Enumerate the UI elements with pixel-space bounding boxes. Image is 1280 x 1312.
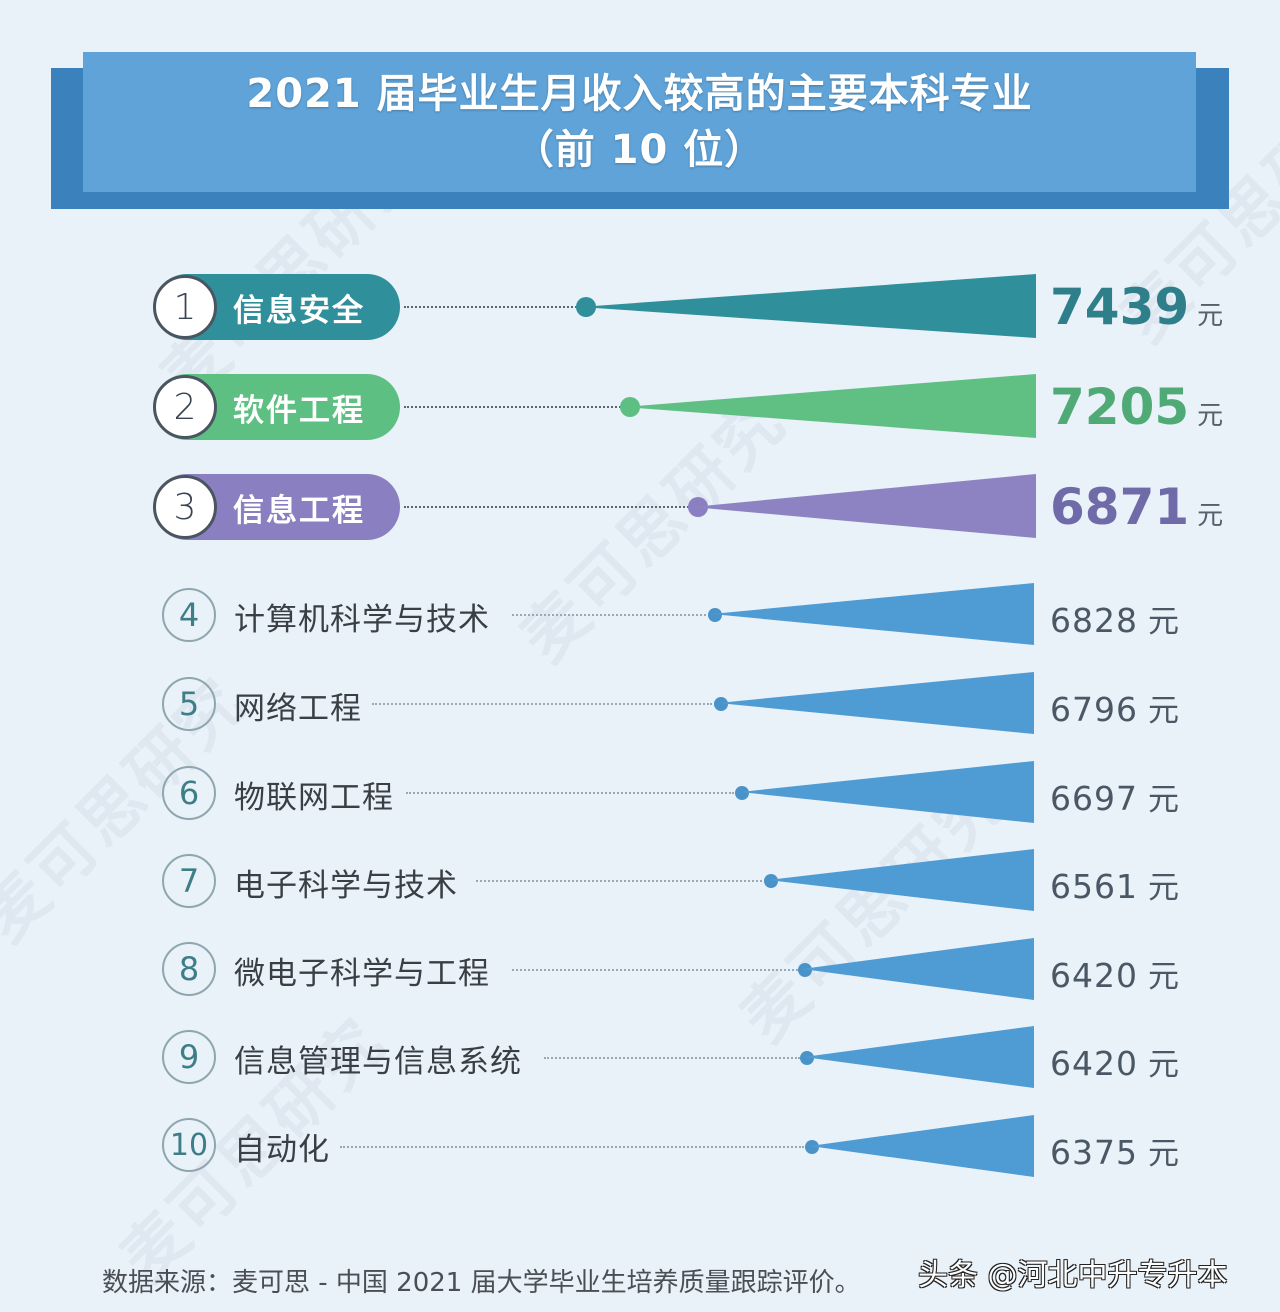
leader-line (372, 703, 712, 705)
value-number: 6561 (1050, 867, 1138, 906)
rank-badge: 1 (153, 275, 217, 339)
value-number: 6420 (1050, 956, 1138, 995)
major-label: 信息管理与信息系统 (234, 1044, 522, 1080)
rank-pill-3: 3 信息工程 (153, 474, 400, 540)
value-unit: 元 (1147, 870, 1179, 906)
major-label: 信息安全 (233, 292, 365, 329)
wedge-tip-dot (735, 786, 749, 800)
major-label: 自动化 (234, 1132, 330, 1168)
rank-badge: 2 (153, 375, 217, 439)
chart-title: 2021 届毕业生月收入较高的主要本科专业 (246, 71, 1033, 117)
rank-badge: 3 (153, 475, 217, 539)
value-wedge (768, 849, 1034, 911)
rank-badge: 9 (162, 1030, 216, 1084)
value-wedge (580, 274, 1036, 338)
wedge-tip-dot (800, 1051, 814, 1065)
value-wedge (740, 761, 1034, 823)
leader-line (544, 1057, 800, 1059)
leader-line (476, 880, 762, 882)
value-number: 6828 (1050, 601, 1138, 640)
value-wedge (692, 474, 1036, 538)
value-label: 7439 元 (1050, 278, 1223, 336)
author-credit: 头条 @河北中升专升本 (918, 1258, 1228, 1293)
value-wedge (810, 1115, 1034, 1177)
value-label: 6871 元 (1050, 478, 1223, 536)
value-wedge (712, 583, 1034, 645)
value-unit: 元 (1147, 693, 1179, 729)
value-label: 7205 元 (1050, 378, 1223, 436)
data-source-note: 数据来源：麦可思 - 中国 2021 届大学毕业生培养质量跟踪评价。 (102, 1268, 861, 1298)
value-label: 6796 元 (1050, 685, 1179, 730)
rank-badge: 6 (162, 766, 216, 820)
value-unit: 元 (1147, 782, 1179, 818)
value-unit: 元 (1197, 301, 1224, 331)
value-number: 7439 (1050, 278, 1190, 336)
value-number: 6375 (1050, 1133, 1138, 1172)
leader-line (512, 969, 798, 971)
leader-line (404, 506, 692, 508)
rank-pill-1: 1 信息安全 (153, 274, 400, 340)
value-number: 6796 (1050, 690, 1138, 729)
value-wedge (624, 374, 1036, 438)
rank-badge: 10 (162, 1118, 216, 1172)
major-label: 网络工程 (234, 691, 362, 727)
major-label: 软件工程 (233, 392, 365, 429)
value-number: 7205 (1050, 378, 1190, 436)
major-label: 计算机科学与技术 (234, 602, 490, 638)
major-label: 电子科学与技术 (234, 868, 458, 904)
value-unit: 元 (1147, 604, 1179, 640)
wedge-tip-dot (805, 1140, 819, 1154)
major-label: 微电子科学与工程 (234, 956, 490, 992)
leader-line (406, 792, 734, 794)
rank-badge: 7 (162, 854, 216, 908)
leader-line (340, 1146, 804, 1148)
value-label: 6420 元 (1050, 951, 1179, 996)
wedge-tip-dot (714, 697, 728, 711)
value-number: 6697 (1050, 779, 1138, 818)
value-unit: 元 (1197, 501, 1224, 531)
value-number: 6420 (1050, 1044, 1138, 1083)
leader-line (512, 614, 706, 616)
value-label: 6375 元 (1050, 1128, 1179, 1173)
value-number: 6871 (1050, 478, 1190, 536)
major-label: 信息工程 (233, 492, 365, 529)
wedge-tip-dot (708, 608, 722, 622)
rank-pill-2: 2 软件工程 (153, 374, 400, 440)
value-unit: 元 (1197, 401, 1224, 431)
value-unit: 元 (1147, 1047, 1179, 1083)
value-unit: 元 (1147, 959, 1179, 995)
wedge-tip-dot (798, 963, 812, 977)
value-label: 6561 元 (1050, 862, 1179, 907)
chart-subtitle: （前 10 位） (513, 127, 766, 173)
leader-line (404, 406, 624, 408)
rank-badge: 4 (162, 588, 216, 642)
value-wedge (718, 672, 1034, 734)
value-label: 6828 元 (1050, 596, 1179, 641)
rank-badge: 5 (162, 677, 216, 731)
value-unit: 元 (1147, 1136, 1179, 1172)
wedge-tip-dot (764, 874, 778, 888)
value-label: 6420 元 (1050, 1039, 1179, 1084)
rank-badge: 8 (162, 942, 216, 996)
value-label: 6697 元 (1050, 774, 1179, 819)
major-label: 物联网工程 (234, 780, 394, 816)
value-wedge (802, 938, 1034, 1000)
value-wedge (804, 1026, 1034, 1088)
leader-line (404, 306, 580, 308)
header-box: 2021 届毕业生月收入较高的主要本科专业 （前 10 位） (83, 52, 1196, 192)
